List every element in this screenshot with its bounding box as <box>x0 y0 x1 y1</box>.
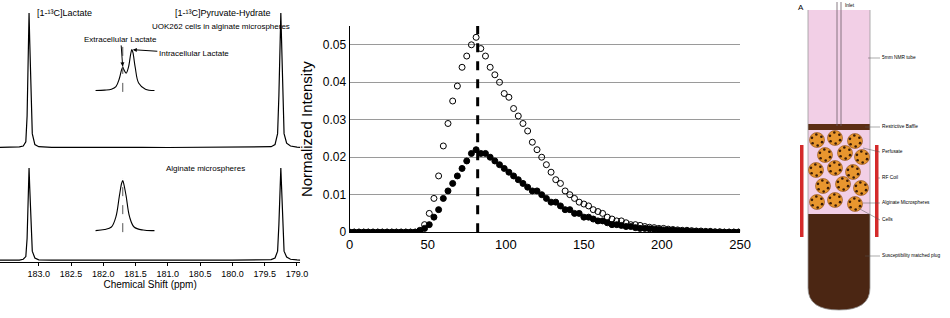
svg-text:[1-¹³C]Lactate: [1-¹³C]Lactate <box>37 8 92 18</box>
svg-text:182.5: 182.5 <box>60 269 83 279</box>
svg-text:Cells: Cells <box>882 217 893 222</box>
svg-text:179.5: 179.5 <box>253 269 276 279</box>
svg-text:50: 50 <box>420 237 434 252</box>
svg-text:RF Coil: RF Coil <box>882 175 898 180</box>
svg-text:UOK262 cells in alginate micro: UOK262 cells in alginate microspheres <box>152 22 290 31</box>
svg-text:0.05: 0.05 <box>323 38 347 52</box>
svg-text:5mm NMR tube: 5mm NMR tube <box>882 55 916 60</box>
svg-text:181.0: 181.0 <box>157 269 180 279</box>
svg-text:Alginate microspheres: Alginate microspheres <box>166 164 245 173</box>
svg-text:0.03: 0.03 <box>323 113 347 127</box>
svg-text:183.0: 183.0 <box>27 269 50 279</box>
svg-text:0: 0 <box>340 225 347 239</box>
svg-text:250: 250 <box>729 237 751 252</box>
svg-text:Susceptibility matched plug: Susceptibility matched plug <box>882 253 940 258</box>
svg-text:180.0: 180.0 <box>221 269 244 279</box>
svg-text:0: 0 <box>346 237 353 252</box>
svg-text:Intracellular Lactate: Intracellular Lactate <box>159 49 229 58</box>
svg-text:0.02: 0.02 <box>323 150 347 164</box>
svg-text:179.0: 179.0 <box>286 269 309 279</box>
svg-text:[1-¹³C]Pyruvate-Hydrate: [1-¹³C]Pyruvate-Hydrate <box>175 8 271 18</box>
svg-text:181.5: 181.5 <box>124 269 147 279</box>
svg-text:Extracellular Lactate: Extracellular Lactate <box>84 35 157 44</box>
svg-text:0.01: 0.01 <box>323 188 347 202</box>
svg-text:Normalized Intensity: Normalized Intensity <box>298 61 315 197</box>
svg-text:150: 150 <box>573 237 595 252</box>
svg-text:182.0: 182.0 <box>92 269 115 279</box>
svg-text:A: A <box>798 3 804 12</box>
svg-text:Perfusate: Perfusate <box>882 149 903 154</box>
svg-text:200: 200 <box>651 237 673 252</box>
svg-text:Restrictive Baffle: Restrictive Baffle <box>882 124 918 129</box>
svg-text:0.04: 0.04 <box>323 75 347 89</box>
svg-text:180.5: 180.5 <box>189 269 212 279</box>
svg-text:100: 100 <box>495 237 517 252</box>
svg-text:Alginate Microspheres: Alginate Microspheres <box>882 200 930 205</box>
svg-text:Inlet: Inlet <box>845 3 855 8</box>
svg-text:Chemical Shift (ppm): Chemical Shift (ppm) <box>103 279 196 290</box>
